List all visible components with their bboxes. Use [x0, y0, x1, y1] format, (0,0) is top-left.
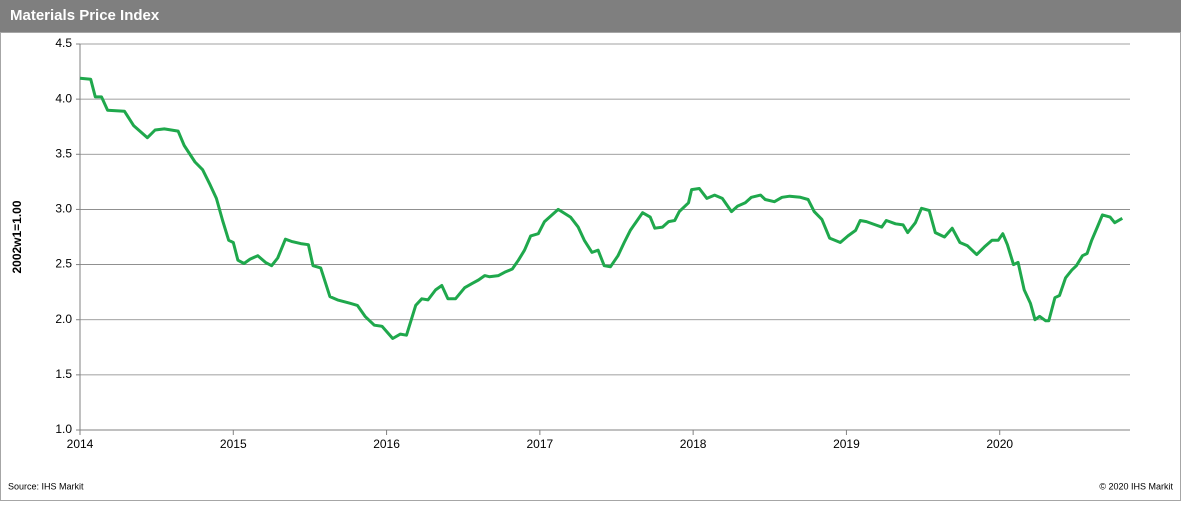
y-tick-label: 3.0 — [55, 202, 72, 216]
x-tick-label: 2015 — [220, 437, 247, 451]
y-tick-label: 4.5 — [55, 36, 72, 50]
y-tick-label: 4.0 — [55, 91, 72, 105]
header-bar — [0, 0, 1181, 32]
x-tick-label: 2014 — [67, 437, 94, 451]
y-tick-label: 1.0 — [55, 422, 72, 436]
x-tick-label: 2018 — [680, 437, 707, 451]
x-tick-label: 2017 — [527, 437, 554, 451]
y-tick-label: 2.5 — [55, 257, 72, 271]
x-tick-label: 2020 — [986, 437, 1013, 451]
source-note: Source: IHS Markit — [8, 481, 84, 491]
data-line — [79, 76, 1124, 340]
copyright-note: © 2020 IHS Markit — [1099, 481, 1173, 491]
y-tick-label: 1.5 — [55, 367, 72, 381]
x-tick-label: 2016 — [373, 437, 400, 451]
y-tick-label: 2.0 — [55, 312, 72, 326]
y-axis-label: 2002w1=1.00 — [10, 200, 24, 273]
chart-title: Materials Price Index — [10, 7, 160, 24]
y-tick-label: 3.5 — [55, 146, 72, 160]
x-tick-label: 2019 — [833, 437, 860, 451]
